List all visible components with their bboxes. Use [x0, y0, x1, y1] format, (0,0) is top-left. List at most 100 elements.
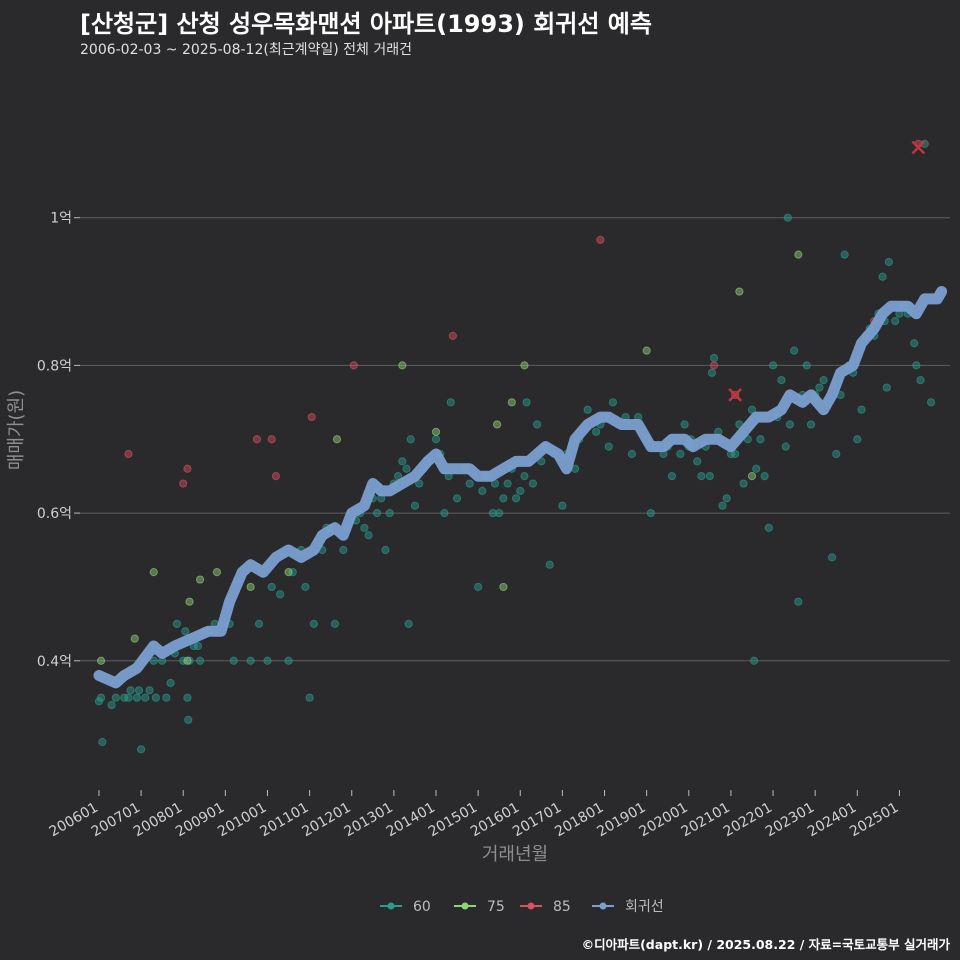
data-point — [507, 398, 516, 407]
data-point — [448, 331, 457, 340]
data-point — [819, 376, 828, 385]
data-point — [166, 678, 175, 688]
data-point — [608, 398, 618, 407]
y-axis-title: 매매가(원) — [6, 390, 27, 470]
data-point — [452, 494, 462, 503]
data-point — [707, 368, 717, 377]
data-point — [747, 405, 757, 414]
data-point — [120, 693, 129, 702]
page-title: [산청군] 산청 성우목화맨션 아파트(1993) 회귀선 예측 — [80, 10, 652, 38]
data-point — [495, 508, 504, 518]
data-point — [267, 582, 276, 592]
cancelled-markers — [728, 140, 926, 402]
data-point — [891, 316, 900, 326]
data-point — [488, 508, 497, 518]
data-point — [183, 656, 192, 665]
data-point — [884, 257, 894, 267]
data-point — [330, 619, 339, 628]
x-axis-title: 거래년월 — [482, 844, 548, 865]
data-point — [276, 590, 285, 599]
cancelled-x-marker — [911, 140, 926, 155]
data-point — [130, 634, 139, 643]
data-point — [499, 582, 508, 592]
data-point — [511, 494, 521, 503]
data-point — [522, 398, 531, 407]
data-point — [604, 442, 613, 451]
data-point — [583, 405, 592, 414]
data-point — [785, 420, 795, 429]
y-tick-label: 0.4억 — [37, 654, 72, 670]
data-point — [853, 435, 862, 444]
data-point — [229, 656, 238, 665]
data-point — [440, 508, 449, 518]
data-point — [124, 449, 133, 459]
data-point — [840, 250, 849, 259]
data-point — [398, 361, 407, 370]
page-subtitle: 2006-02-03 ~ 2025-08-12(최근계약일) 전체 거래건 — [80, 42, 412, 58]
data-point — [183, 464, 192, 473]
legend: 60 75 85 회귀선 — [380, 899, 664, 915]
data-point — [794, 250, 803, 259]
data-point — [141, 693, 150, 702]
data-point — [446, 398, 455, 407]
data-point — [185, 656, 194, 665]
data-point — [528, 479, 538, 488]
data-point — [478, 486, 487, 496]
data-point — [749, 656, 759, 665]
data-point — [760, 472, 769, 481]
data-point — [193, 641, 203, 651]
data-point — [402, 464, 411, 473]
data-point — [284, 568, 293, 577]
data-point — [697, 472, 706, 481]
data-point — [516, 486, 525, 496]
data-point — [398, 457, 407, 466]
cancelled-x-marker — [728, 388, 743, 402]
data-point — [520, 472, 529, 481]
data-point — [381, 545, 390, 555]
series-75 — [96, 250, 803, 665]
legend-label: 75 — [487, 899, 505, 915]
data-point — [827, 553, 837, 562]
data-point — [107, 700, 116, 710]
data-point — [499, 494, 508, 503]
data-point — [794, 597, 803, 606]
data-point — [718, 501, 727, 510]
data-point — [307, 412, 316, 422]
data-point — [360, 523, 369, 532]
data-point — [385, 508, 394, 518]
source-credit: ©디아파트(dapt.kr) / 2025.08.22 / 자료=국토교통부 실… — [581, 937, 950, 952]
legend-label: 85 — [553, 899, 571, 915]
data-point — [465, 479, 474, 488]
data-point — [781, 442, 790, 451]
data-point — [195, 575, 205, 584]
data-point — [912, 361, 921, 370]
legend-item-85: 85 — [520, 899, 571, 915]
data-point — [309, 619, 318, 628]
gridlines — [80, 217, 950, 662]
data-point — [431, 427, 441, 436]
data-point — [731, 449, 740, 459]
data-point — [832, 449, 841, 459]
data-point — [372, 508, 382, 518]
data-point — [882, 383, 891, 392]
data-point — [364, 531, 373, 540]
data-point — [267, 435, 276, 444]
data-point — [185, 597, 194, 606]
data-point — [271, 472, 281, 481]
data-point — [136, 745, 146, 754]
data-point — [254, 619, 264, 628]
data-point — [181, 627, 190, 636]
data-point — [533, 420, 542, 429]
y-axis-ticks: 0.4억 0.6억 0.8억 1억 — [37, 211, 80, 670]
data-point — [722, 494, 731, 503]
legend-label: 60 — [413, 899, 431, 915]
legend-item-75: 75 — [454, 899, 505, 915]
data-point — [474, 582, 483, 592]
data-point — [627, 449, 637, 459]
data-point — [693, 457, 702, 466]
data-point — [288, 568, 297, 577]
data-point — [126, 686, 135, 695]
data-point — [149, 568, 158, 577]
legend-swatch-dot — [461, 902, 469, 910]
data-point — [96, 693, 106, 702]
